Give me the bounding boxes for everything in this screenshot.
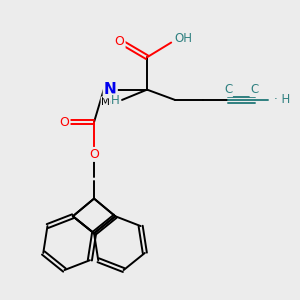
Text: OH: OH — [175, 32, 193, 46]
Text: N: N — [104, 82, 117, 97]
Text: H: H — [111, 94, 120, 107]
Text: O: O — [115, 34, 124, 48]
Text: O: O — [60, 116, 70, 128]
Text: C: C — [250, 83, 259, 96]
Text: · H: · H — [274, 93, 290, 106]
Text: Me: Me — [101, 97, 117, 107]
Text: C: C — [224, 83, 232, 96]
Text: O: O — [89, 148, 99, 161]
